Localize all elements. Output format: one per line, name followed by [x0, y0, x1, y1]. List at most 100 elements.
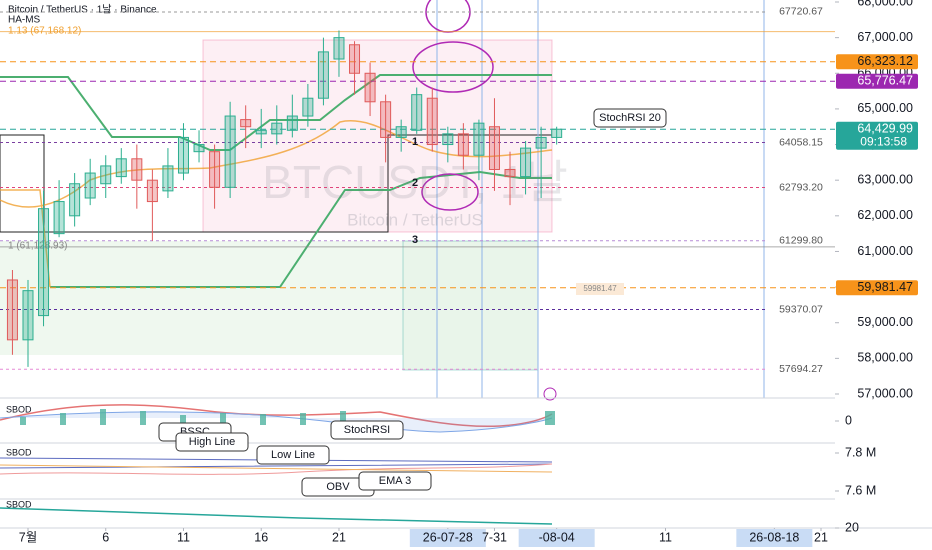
watermark-subtitle: Bitcoin / TetherUS	[347, 210, 483, 229]
moving-average	[0, 120, 553, 288]
x-tick-label: 26-08-18	[749, 530, 799, 544]
outline-box	[0, 134, 45, 233]
candle	[209, 144, 221, 209]
candle-body	[193, 144, 205, 153]
pane-tick-label: 0	[845, 413, 852, 427]
annotation: Low Line	[271, 449, 315, 461]
pane-tick-label: 7.6 M	[845, 483, 876, 497]
candle	[442, 126, 454, 163]
candle	[473, 119, 485, 181]
zone-box	[0, 241, 403, 355]
candle-body	[38, 208, 50, 317]
candle	[6, 269, 18, 355]
annotation: 59981.47	[583, 284, 617, 293]
candle-body	[240, 119, 252, 128]
circle-marker	[412, 41, 494, 93]
candle-body	[209, 151, 221, 188]
candle	[302, 83, 314, 127]
callout-box	[576, 283, 624, 295]
x-tick-label: 21	[332, 530, 346, 544]
candle	[426, 87, 438, 152]
fib-label: 1 (61,128.93)	[8, 241, 68, 252]
candle-body	[520, 147, 532, 178]
candle	[488, 98, 500, 191]
level-label: 57694.27	[779, 363, 823, 375]
candle-body	[535, 136, 547, 149]
candle	[551, 126, 563, 145]
candle	[395, 119, 407, 152]
candle-body	[333, 37, 345, 60]
candle-body	[364, 72, 376, 103]
price-tag-label: 59,981.47	[857, 280, 913, 294]
candle	[364, 62, 376, 117]
callout-box	[256, 445, 330, 465]
candle	[317, 37, 329, 106]
x-tick-label: 7-31	[482, 530, 507, 544]
candle	[146, 169, 158, 241]
candle	[193, 130, 205, 163]
x-tick-label: 7월	[19, 530, 37, 544]
level-label: 61299.80	[779, 235, 823, 247]
candle-body	[457, 133, 469, 156]
indicator-line	[0, 463, 553, 475]
candle	[286, 94, 298, 138]
x-tick-label: 26-07-28	[423, 530, 473, 544]
candle-body	[302, 97, 314, 117]
candle	[457, 123, 469, 170]
x-tick-highlight	[409, 529, 486, 547]
candle-body	[131, 158, 143, 181]
x-tick-highlight	[518, 529, 595, 547]
candle-body	[473, 122, 485, 156]
x-tick-label: -08-04	[539, 530, 575, 544]
price-tag	[836, 280, 918, 296]
candle-body	[146, 179, 158, 203]
price-tag-label: 64,429.99	[857, 122, 913, 136]
annotation: OBV	[326, 481, 350, 493]
candle-body	[488, 126, 500, 170]
y-tick-label: 57,000.00	[857, 386, 913, 400]
annotation: 1	[412, 136, 418, 148]
price-tag	[836, 73, 918, 89]
price-tag-time: 09:13:58	[860, 134, 907, 148]
y-tick-label: 62,000.00	[857, 208, 913, 222]
candle	[38, 190, 50, 327]
candle	[380, 94, 392, 163]
candle-body	[395, 126, 407, 138]
chart-title: Bitcoin / TetherUS · 1날 · Binance	[8, 4, 157, 16]
y-tick-label: 58,000.00	[857, 351, 913, 365]
candle-body	[551, 128, 563, 138]
level-label: 64058.15	[779, 136, 823, 148]
candle	[535, 126, 547, 198]
candle	[84, 158, 96, 206]
price-tag-label: 65,776.47	[857, 74, 913, 88]
y-tick-label: 61,000.00	[857, 244, 913, 258]
candle-body	[22, 290, 34, 341]
candle-body	[504, 168, 516, 178]
candle-body	[442, 133, 454, 146]
candle-body	[224, 115, 236, 188]
candle-body	[286, 115, 298, 131]
annotation: 3	[412, 234, 418, 246]
candle-body	[162, 165, 174, 192]
callout-box	[593, 108, 667, 128]
candle	[100, 155, 112, 198]
candle	[271, 105, 283, 145]
watermark: BTCUSDT, 1날	[262, 156, 568, 208]
annotation: StochRSI 20	[599, 112, 661, 124]
indicator-line	[0, 507, 553, 525]
x-tick-label: 16	[254, 530, 268, 544]
y-tick-label: 65,000.00	[857, 101, 913, 115]
annotation: High Line	[189, 436, 235, 448]
candle-body	[255, 129, 267, 135]
pane-tick-label: 20	[845, 520, 859, 534]
x-tick-highlight	[736, 529, 813, 547]
candle	[53, 180, 65, 238]
level-label: 67720.67	[779, 6, 823, 18]
candle-body	[53, 201, 65, 235]
y-tick-label: 68,000.00	[857, 0, 913, 8]
candle	[240, 105, 252, 149]
candle-body	[380, 101, 392, 138]
candle-body	[100, 165, 112, 185]
